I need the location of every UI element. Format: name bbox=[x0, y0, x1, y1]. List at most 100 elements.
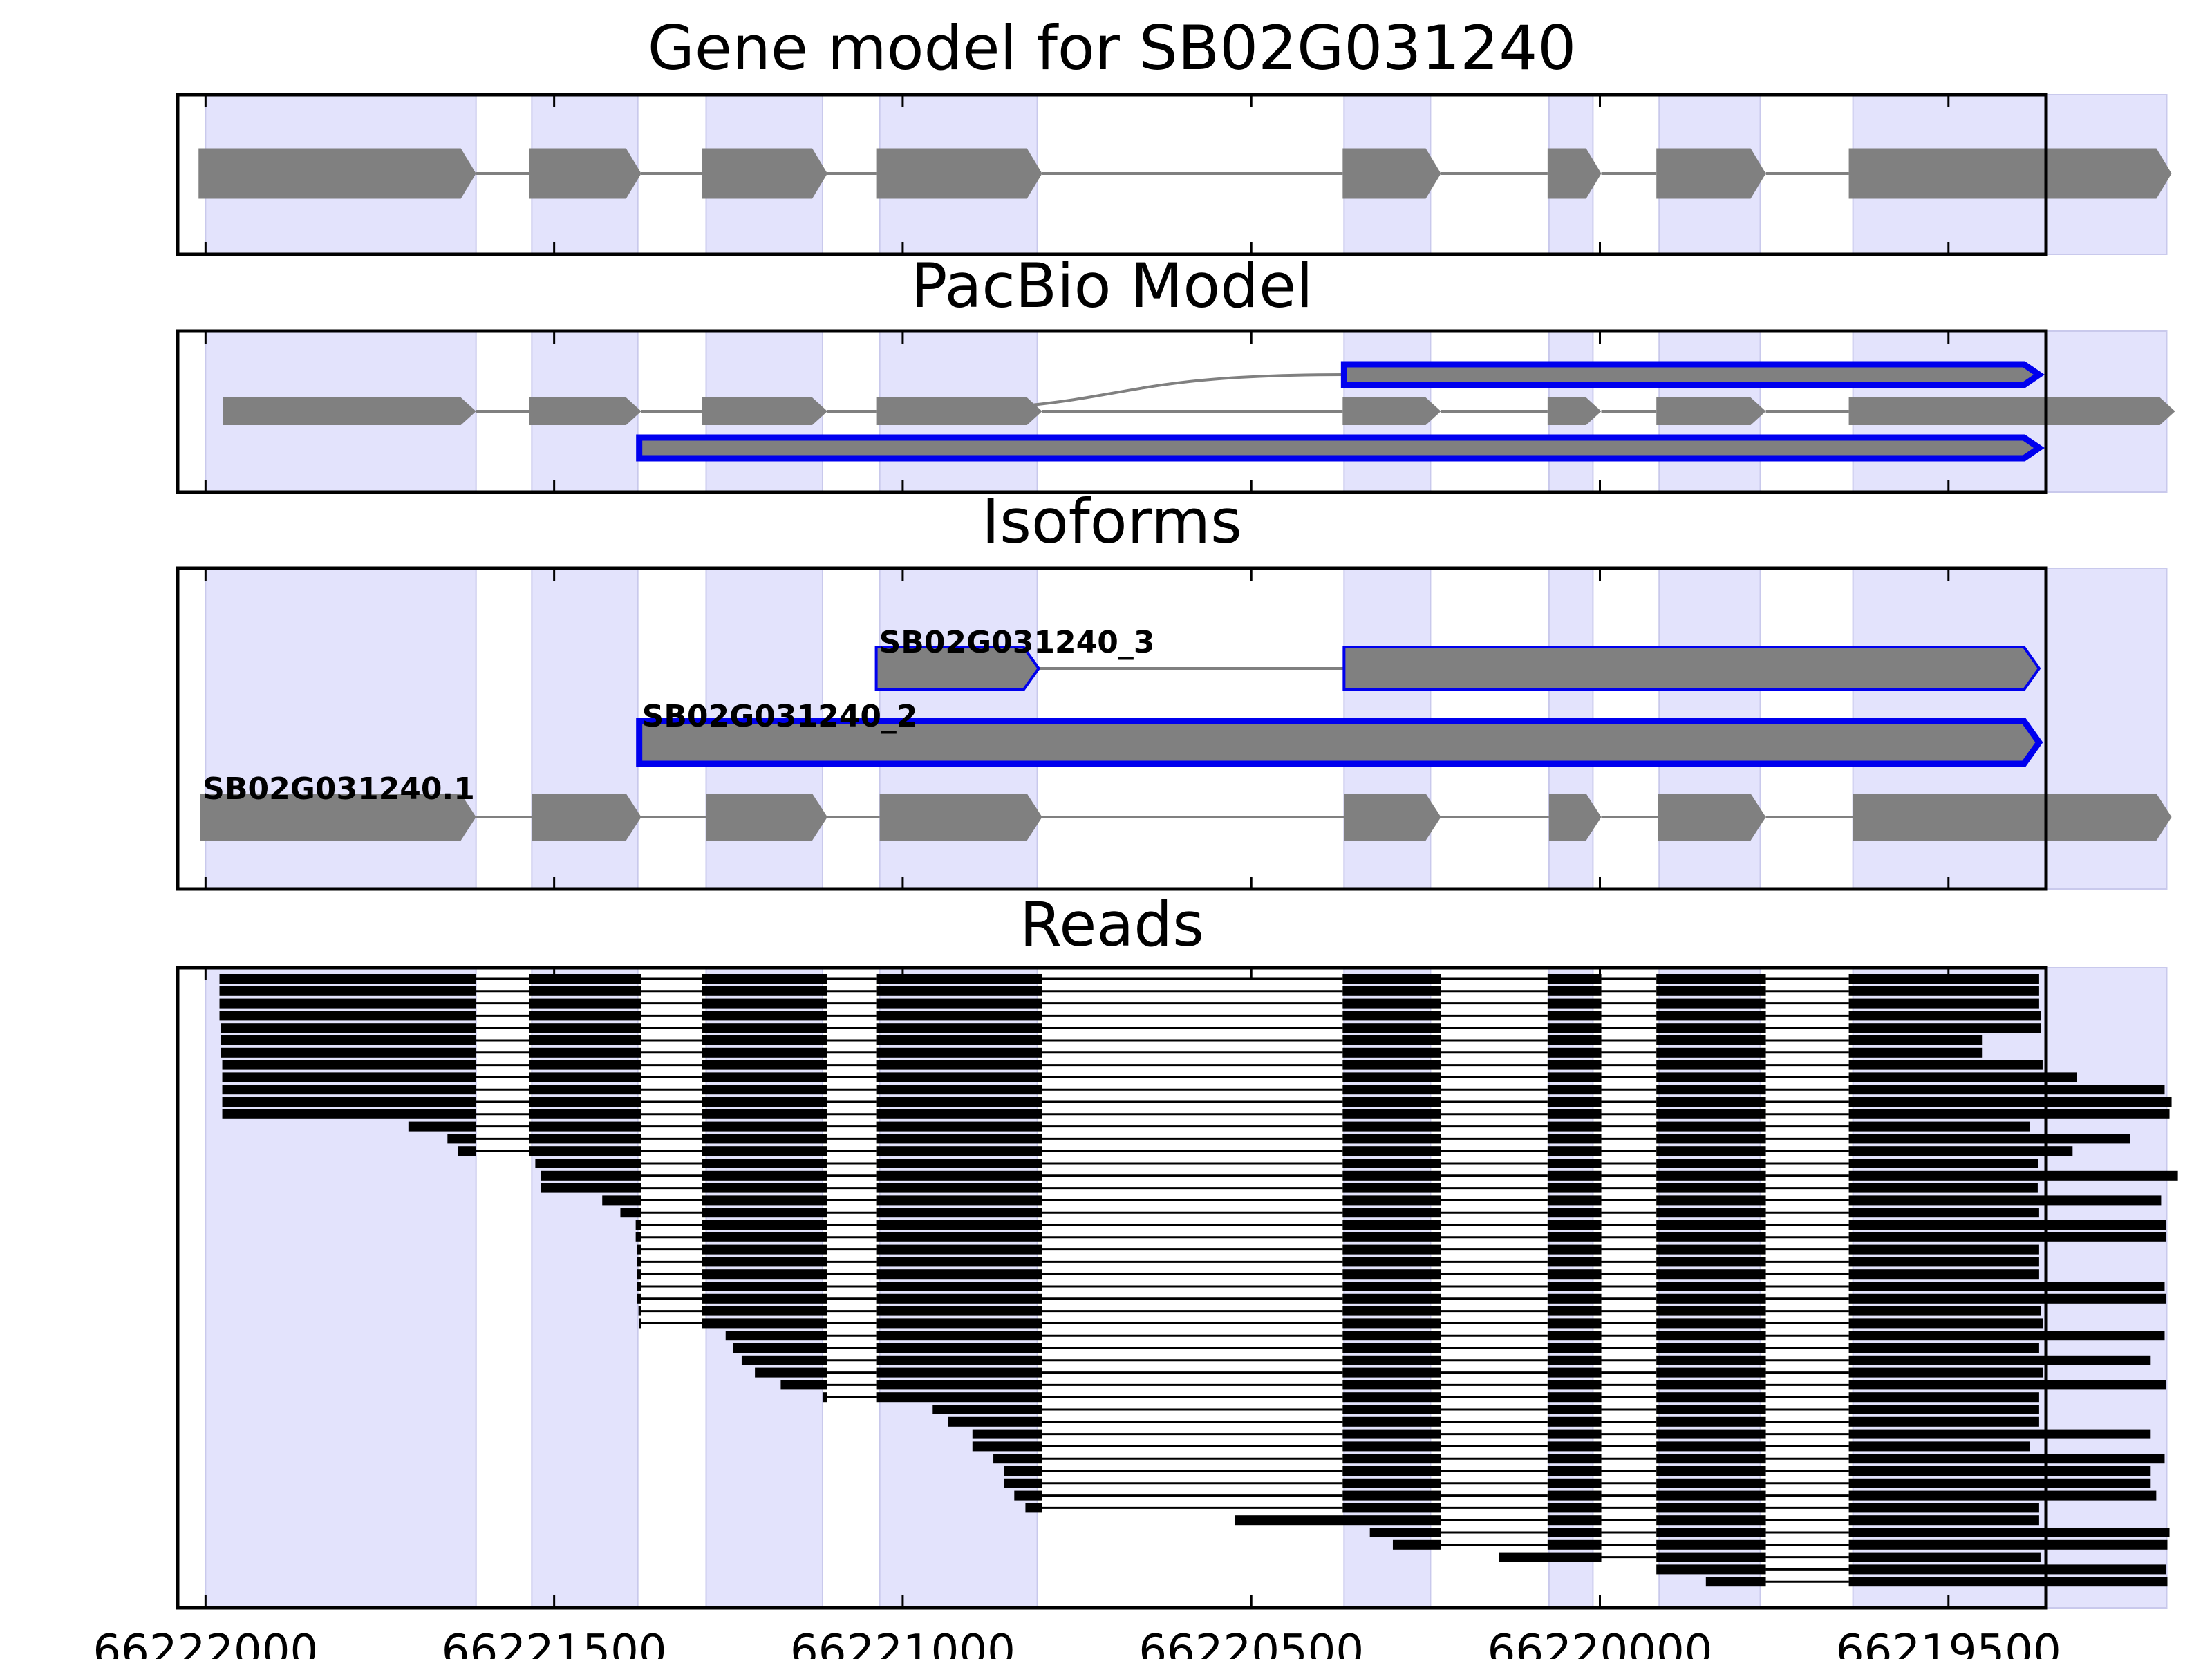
read-block bbox=[529, 1011, 641, 1021]
read-block bbox=[1547, 1355, 1602, 1365]
read-block bbox=[1547, 1503, 1602, 1513]
read-block bbox=[221, 1035, 476, 1045]
panel-frame bbox=[176, 566, 2048, 891]
read-block bbox=[1547, 1392, 1602, 1403]
exon-block bbox=[200, 794, 476, 841]
read-block bbox=[1547, 1466, 1602, 1476]
x-tick-label: 66221500 bbox=[442, 1626, 667, 1659]
read-block bbox=[1656, 1244, 1766, 1255]
read-block bbox=[1342, 1035, 1441, 1045]
read-block bbox=[1656, 1220, 1766, 1230]
read-block bbox=[1656, 1343, 1766, 1353]
read-block bbox=[1656, 1170, 1766, 1181]
read-block bbox=[876, 1318, 1042, 1329]
read-block bbox=[1235, 1515, 1441, 1526]
exon-block bbox=[1547, 148, 1602, 199]
read-block bbox=[529, 1146, 641, 1156]
read-block bbox=[1547, 1528, 1602, 1537]
read-block bbox=[876, 1220, 1042, 1230]
read-block bbox=[1342, 1367, 1441, 1378]
read-block bbox=[447, 1134, 476, 1144]
read-block bbox=[408, 1121, 476, 1132]
read-block bbox=[702, 1085, 827, 1095]
read-block bbox=[702, 1269, 827, 1280]
read-block bbox=[1547, 1441, 1602, 1452]
read-block bbox=[1848, 998, 2039, 1009]
exon-block bbox=[706, 794, 827, 841]
read-block bbox=[1342, 1441, 1441, 1452]
read-block bbox=[529, 1085, 641, 1095]
isoform-label: SB02G031240_2 bbox=[642, 699, 918, 734]
read-block bbox=[1656, 1490, 1766, 1501]
exon-block bbox=[1342, 646, 2041, 691]
read-block bbox=[1547, 1257, 1602, 1267]
read-block bbox=[1547, 1380, 1602, 1390]
read-block bbox=[1848, 1306, 2041, 1316]
read-block bbox=[1547, 1159, 1602, 1168]
read-block bbox=[702, 1232, 827, 1242]
read-block bbox=[1342, 1170, 1441, 1181]
read-block bbox=[1342, 1503, 1441, 1513]
read-block bbox=[1848, 1441, 2030, 1452]
read-block bbox=[1499, 1552, 1602, 1562]
read-block bbox=[702, 1159, 827, 1168]
read-block bbox=[1656, 1515, 1766, 1526]
exon-block bbox=[1344, 794, 1441, 841]
read-block bbox=[1342, 1072, 1441, 1082]
panel-frame bbox=[176, 93, 2048, 256]
read-block bbox=[529, 1035, 641, 1045]
read-block bbox=[702, 1282, 827, 1291]
read-block bbox=[1656, 1331, 1766, 1341]
read-block bbox=[1848, 1380, 2166, 1390]
read-block bbox=[219, 998, 476, 1009]
read-block bbox=[1656, 986, 1766, 996]
read-block bbox=[1547, 1331, 1602, 1341]
read-block bbox=[1656, 1208, 1766, 1218]
read-block bbox=[876, 1306, 1042, 1316]
read-block bbox=[1547, 1539, 1602, 1550]
read-block bbox=[1547, 1060, 1602, 1070]
read-block bbox=[876, 1146, 1042, 1156]
read-block bbox=[876, 1121, 1042, 1132]
read-block bbox=[702, 1244, 827, 1255]
read-block bbox=[702, 974, 827, 984]
x-tick-label: 66220000 bbox=[1488, 1626, 1713, 1659]
read-block bbox=[1848, 1552, 2041, 1562]
read-block bbox=[1656, 1121, 1766, 1132]
read-block bbox=[1656, 1380, 1766, 1390]
read-block bbox=[876, 1109, 1042, 1119]
read-block bbox=[529, 986, 641, 996]
isoform-label: SB02G031240.1 bbox=[203, 771, 475, 807]
read-block bbox=[1848, 1429, 2151, 1439]
read-block bbox=[1547, 1047, 1602, 1058]
read-block bbox=[1656, 998, 1766, 1009]
exon-block bbox=[1547, 397, 1602, 425]
read-block bbox=[1342, 1121, 1441, 1132]
read-block bbox=[702, 1011, 827, 1021]
read-block bbox=[529, 1023, 641, 1033]
read-block bbox=[725, 1331, 827, 1341]
read-block bbox=[876, 1392, 1042, 1403]
read-block bbox=[1656, 1528, 1766, 1537]
exon-block bbox=[876, 397, 1042, 425]
read-block bbox=[876, 1232, 1042, 1242]
read-block bbox=[1848, 1146, 2073, 1156]
read-block bbox=[1342, 974, 1441, 984]
read-block bbox=[219, 986, 476, 996]
read-block bbox=[637, 1244, 641, 1255]
read-block bbox=[932, 1405, 1042, 1414]
read-block bbox=[1342, 1244, 1441, 1255]
read-block bbox=[1342, 1318, 1441, 1329]
read-block bbox=[529, 1072, 641, 1082]
read-block bbox=[1547, 1244, 1602, 1255]
read-block bbox=[1656, 1072, 1766, 1082]
read-block bbox=[222, 1072, 476, 1082]
read-block bbox=[1656, 1318, 1766, 1329]
read-block bbox=[620, 1208, 641, 1218]
read-block bbox=[222, 1060, 476, 1070]
panel-frame bbox=[176, 966, 2048, 1610]
exon-block bbox=[223, 397, 476, 425]
read-block bbox=[1342, 998, 1441, 1009]
read-block bbox=[1656, 1269, 1766, 1280]
read-block bbox=[1848, 1515, 2039, 1526]
